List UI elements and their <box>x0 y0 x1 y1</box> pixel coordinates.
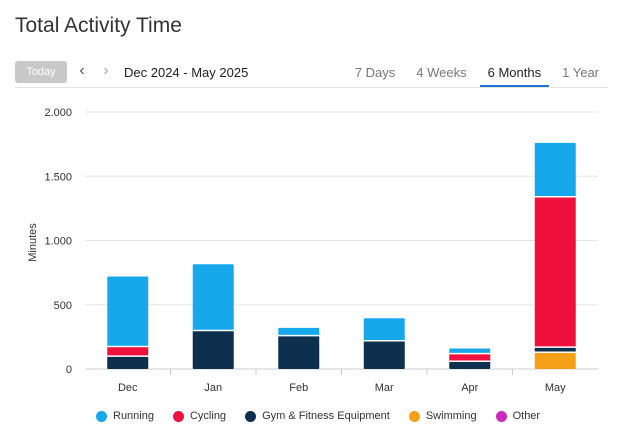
bar-segment-running <box>278 327 320 336</box>
legend-dot <box>172 410 184 422</box>
bar-segment-gym-fitness-equipment <box>363 340 405 369</box>
bar-segment-swimming <box>534 352 576 369</box>
page-title: Total Activity Time <box>15 14 182 37</box>
bar-segment-cycling <box>534 196 576 348</box>
bar-segment-running <box>363 318 405 341</box>
x-tick-label: Dec <box>118 382 138 394</box>
tab-1-year[interactable]: 1 Year <box>562 65 599 80</box>
x-tick-label: Jan <box>204 382 222 394</box>
tab-4-weeks[interactable]: 4 Weeks <box>416 65 467 80</box>
legend-label: Cycling <box>189 410 227 422</box>
legend-item-cycling[interactable]: Cycling <box>172 410 227 422</box>
legend-label: Swimming <box>425 410 477 422</box>
legend-dot <box>495 410 507 422</box>
legend-item-swimming[interactable]: Swimming <box>408 410 477 422</box>
y-tick-label: 2.000 <box>44 107 72 119</box>
legend-item-gym-fitness-equipment[interactable]: Gym & Fitness Equipment <box>245 410 390 422</box>
today-button[interactable]: Today <box>15 61 67 83</box>
date-range-label: Dec 2024 - May 2025 <box>124 65 249 80</box>
x-tick-label: May <box>545 382 566 394</box>
legend-label: Other <box>512 410 541 422</box>
x-tick-label: Apr <box>461 382 478 394</box>
bar-segment-running <box>449 348 491 354</box>
legend-label: Running <box>113 410 154 422</box>
bar-segment-running <box>534 142 576 197</box>
x-tick-label: Feb <box>289 382 308 394</box>
y-tick-label: 1.500 <box>44 171 72 183</box>
legend-item-running[interactable]: Running <box>96 410 154 422</box>
bar-segment-gym-fitness-equipment <box>449 361 491 369</box>
legend-label: Gym & Fitness Equipment <box>262 410 390 422</box>
bar-segment-gym-fitness-equipment <box>192 330 234 369</box>
bar-segment-gym-fitness-equipment <box>107 356 149 369</box>
chart-legend: Running Cycling Gym & Fitness Equipment Swi… <box>96 410 559 422</box>
bar-segment-gym-fitness-equipment <box>278 335 320 369</box>
legend-dot <box>245 410 257 422</box>
bar-segment-cycling <box>107 346 149 357</box>
tab-7-days[interactable]: 7 Days <box>354 65 396 80</box>
legend-dot <box>408 410 420 422</box>
x-tick-label: Mar <box>375 382 394 394</box>
chevron-right-icon[interactable]: › <box>103 62 109 79</box>
toolbar: Today ‹ › Dec 2024 - May 2025 7 Days 4 W… <box>15 61 607 87</box>
bar-segment-cycling <box>449 353 491 362</box>
y-tick-label: 500 <box>54 300 72 312</box>
y-axis-title: Minutes <box>27 223 39 262</box>
legend-item-other[interactable]: Other <box>495 410 541 422</box>
y-tick-label: 0 <box>66 364 72 376</box>
toolbar-divider <box>15 87 607 88</box>
legend-dot <box>96 410 107 422</box>
bar-segment-gym-fitness-equipment <box>534 347 576 353</box>
bar-segment-running <box>192 264 234 331</box>
y-tick-label: 1.000 <box>44 236 72 248</box>
period-tabs: 7 Days 4 Weeks 6 Months 1 Year <box>342 61 607 87</box>
bar-segment-running <box>107 276 149 347</box>
tab-6-months[interactable]: 6 Months <box>479 61 550 87</box>
chevron-left-icon[interactable]: ‹ <box>79 62 85 79</box>
